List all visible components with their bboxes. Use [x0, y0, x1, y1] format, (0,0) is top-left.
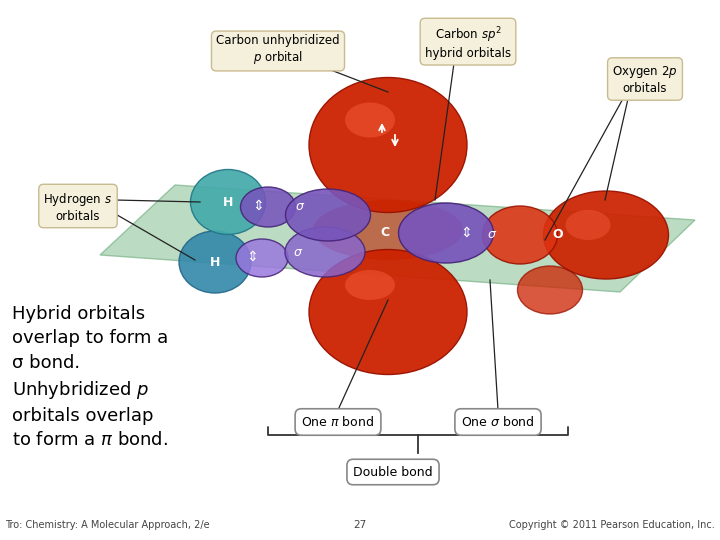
Text: Double bond: Double bond — [354, 465, 433, 478]
Text: O: O — [553, 228, 563, 241]
Text: Hybrid orbitals
overlap to form a
σ bond.
Unhybridized $p$
orbitals overlap
to f: Hybrid orbitals overlap to form a σ bond… — [12, 305, 168, 449]
Text: C: C — [380, 226, 390, 240]
Ellipse shape — [240, 187, 295, 227]
Text: ⇕: ⇕ — [460, 226, 472, 240]
Ellipse shape — [345, 103, 395, 138]
Text: One $\sigma$ bond: One $\sigma$ bond — [461, 415, 535, 429]
Text: Tro: Chemistry: A Molecular Approach, 2/e: Tro: Chemistry: A Molecular Approach, 2/… — [5, 520, 210, 530]
Ellipse shape — [309, 78, 467, 213]
Text: σ: σ — [296, 200, 304, 213]
Ellipse shape — [518, 266, 582, 314]
Ellipse shape — [191, 170, 266, 234]
Text: 27: 27 — [354, 520, 366, 530]
Ellipse shape — [179, 231, 251, 293]
Text: σ: σ — [488, 228, 496, 241]
Ellipse shape — [309, 249, 467, 375]
Ellipse shape — [544, 191, 668, 279]
Text: Oxygen 2$p$
orbitals: Oxygen 2$p$ orbitals — [612, 64, 678, 96]
Text: H: H — [210, 255, 220, 268]
Ellipse shape — [345, 270, 395, 300]
Text: ⇕: ⇕ — [252, 199, 264, 213]
Text: One $\pi$ bond: One $\pi$ bond — [302, 415, 374, 429]
Ellipse shape — [565, 210, 611, 240]
Ellipse shape — [236, 239, 288, 277]
Text: H: H — [222, 195, 233, 208]
Ellipse shape — [285, 227, 365, 277]
Text: Carbon $sp^2$
hybrid orbitals: Carbon $sp^2$ hybrid orbitals — [425, 26, 511, 60]
Ellipse shape — [286, 189, 371, 241]
Text: ⇕: ⇕ — [246, 250, 258, 264]
Text: Carbon unhybridized
$p$ orbital: Carbon unhybridized $p$ orbital — [216, 34, 340, 66]
Polygon shape — [100, 185, 695, 292]
Ellipse shape — [313, 200, 463, 260]
Ellipse shape — [398, 203, 493, 263]
Text: σ: σ — [294, 246, 302, 259]
Ellipse shape — [482, 206, 557, 264]
Text: Copyright © 2011 Pearson Education, Inc.: Copyright © 2011 Pearson Education, Inc. — [509, 520, 715, 530]
Text: Hydrogen $s$
orbitals: Hydrogen $s$ orbitals — [43, 191, 112, 223]
